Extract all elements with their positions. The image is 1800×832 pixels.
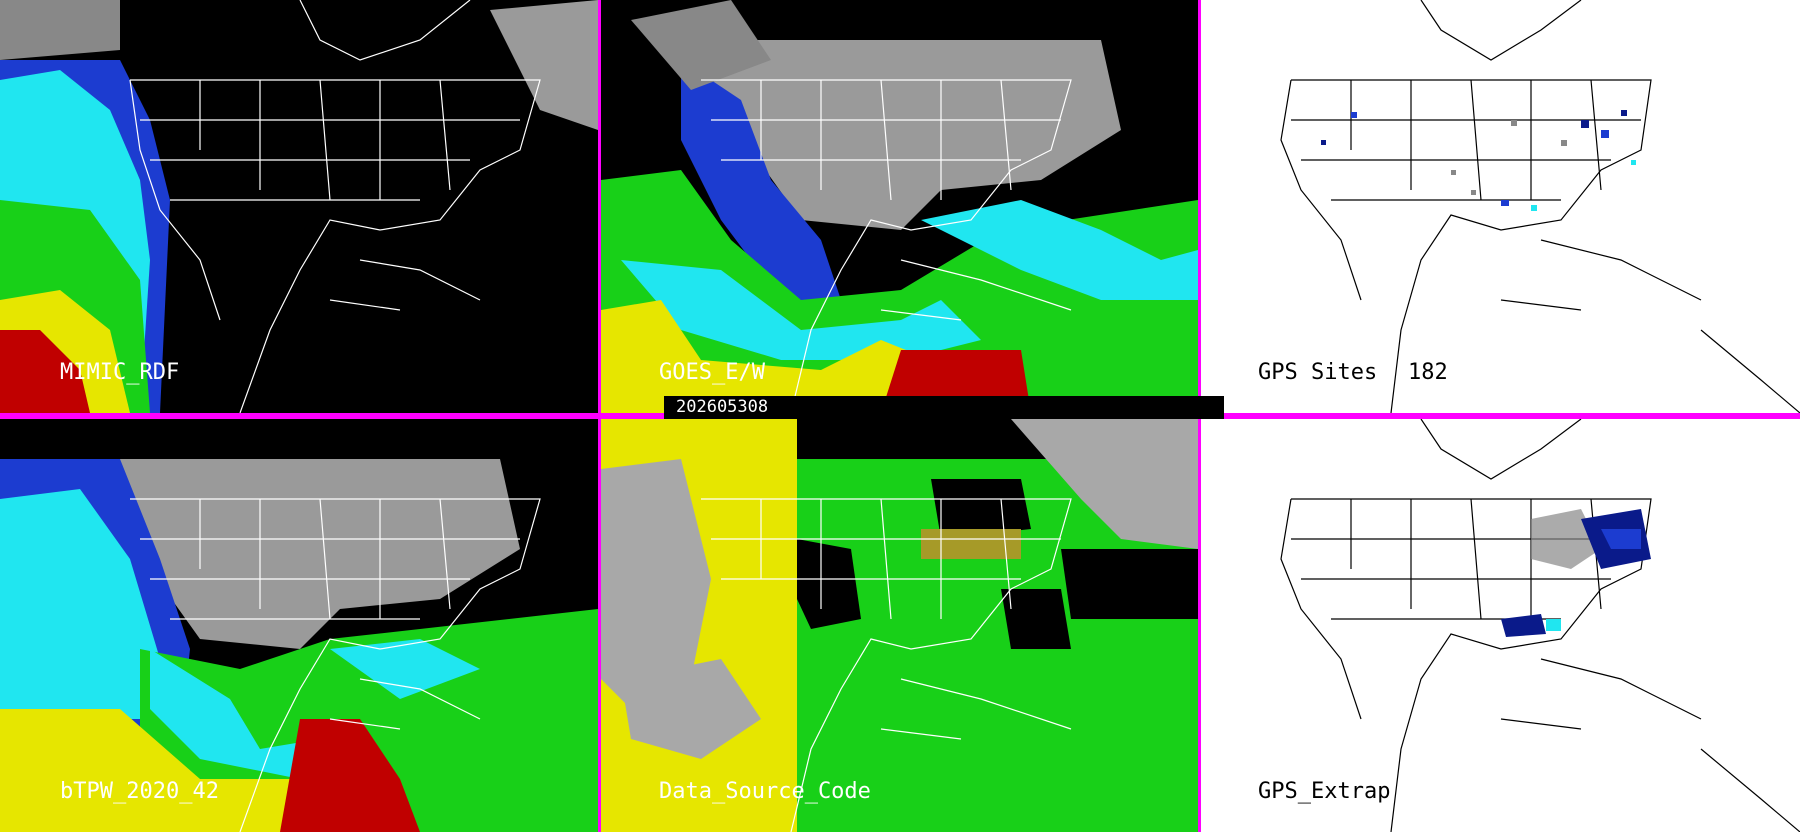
panel-mimic-rdf: MIMIC_RDF (0, 0, 598, 413)
btpw-map (0, 419, 598, 832)
panel-label: GPS_Extrap (1258, 779, 1391, 804)
mimic-rdf-map (0, 0, 598, 413)
panel-label: Data_Source_Code (659, 779, 871, 804)
panel-label: GPS Sites (1258, 360, 1378, 385)
timestamp-bar: 202605308 (664, 396, 1224, 419)
panel-data-source-code: Data_Source_Code (601, 419, 1198, 832)
panel-label: bTPW_2020_42 (60, 779, 219, 804)
panel-label: GOES_E/W (659, 360, 765, 385)
site-count: 182 (1408, 360, 1448, 385)
data-source-code-map (601, 419, 1198, 832)
gps-extrap-map (1201, 419, 1800, 832)
panel-label: MIMIC_RDF (60, 360, 180, 385)
panel-goes-ew: GOES_E/W (601, 0, 1198, 413)
panel-btpw: bTPW_2020_42 (0, 419, 598, 832)
panel-gps-sites: GPS Sites 182 (1201, 0, 1800, 413)
goes-ew-map (601, 0, 1198, 413)
panel-gps-extrap: GPS_Extrap (1201, 419, 1800, 832)
gps-sites-map (1201, 0, 1800, 413)
